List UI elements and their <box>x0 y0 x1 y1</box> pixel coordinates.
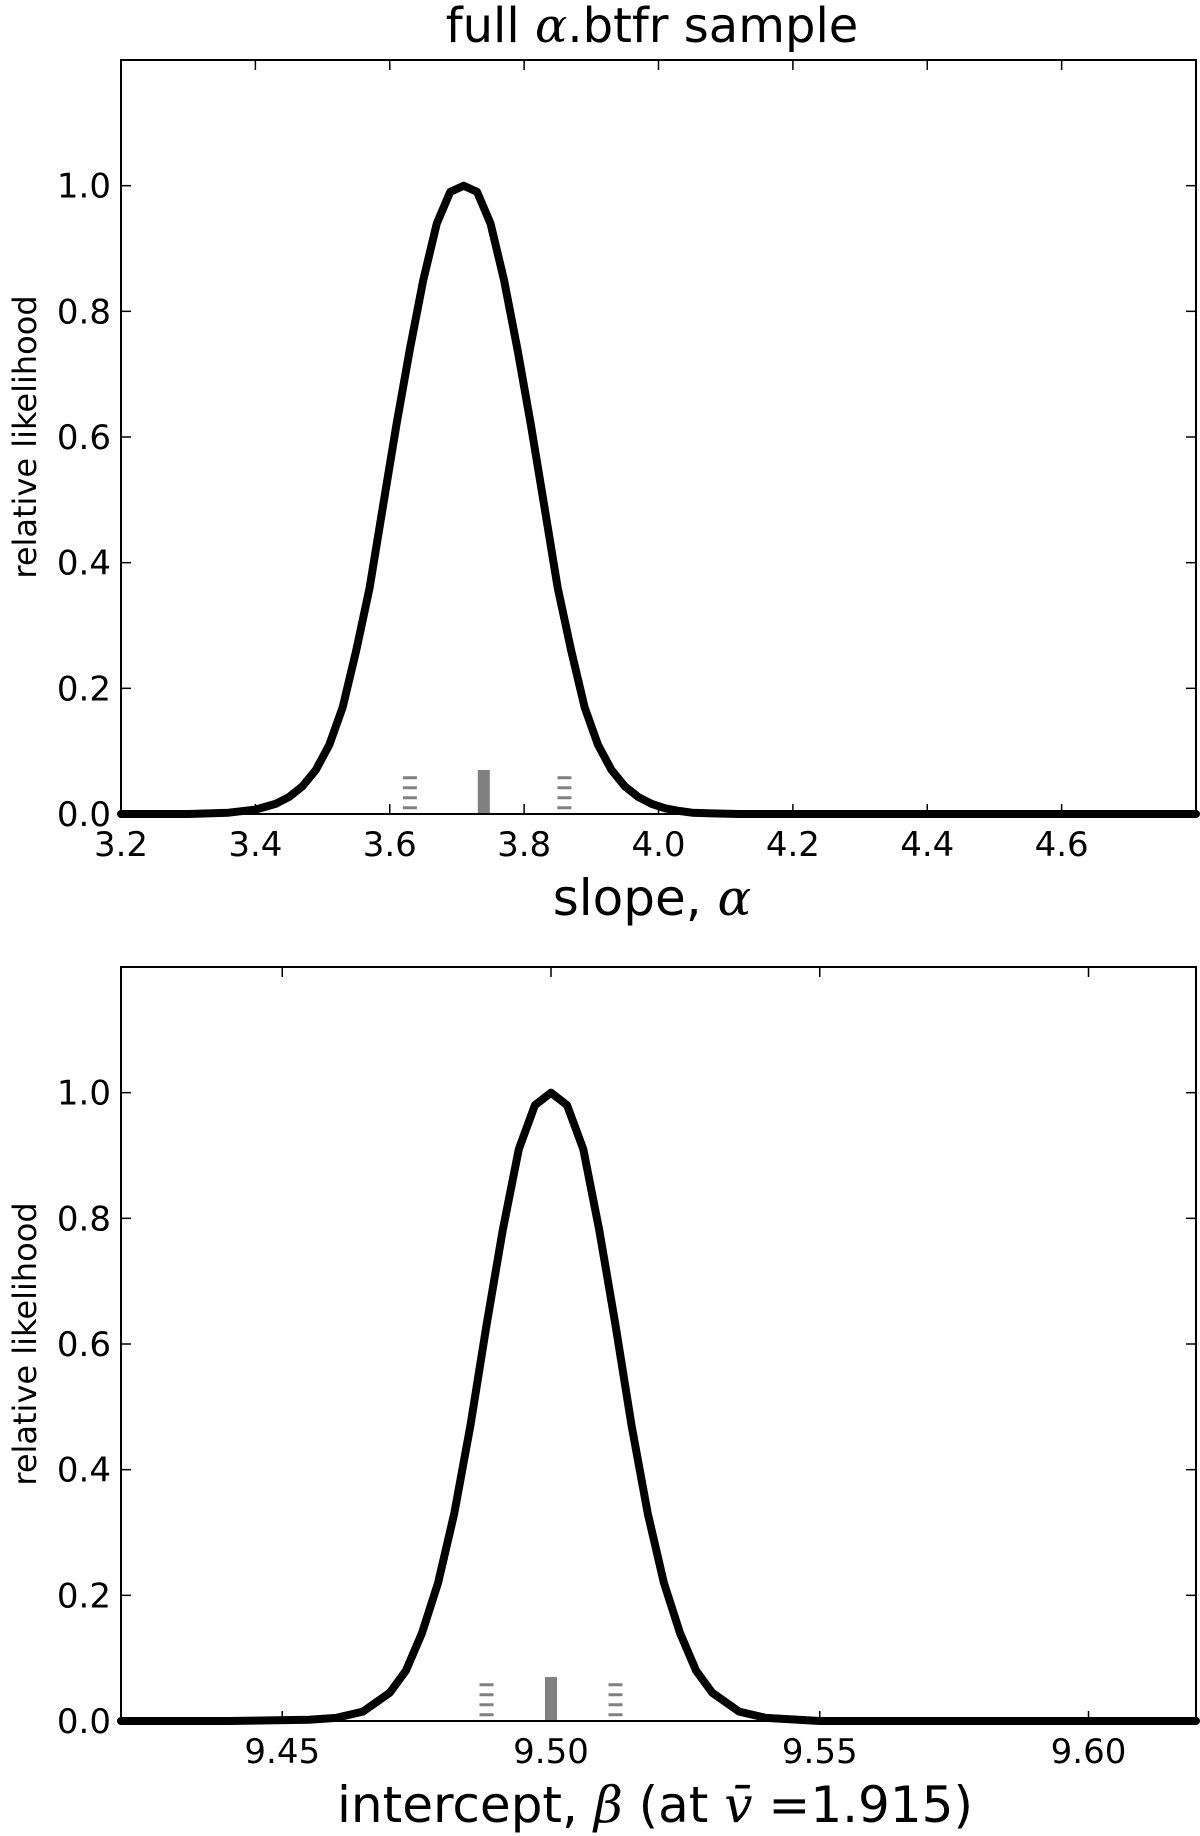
best-fit-marker <box>477 770 490 814</box>
x-tick-label: 3.2 <box>94 825 148 865</box>
x-tick-label: 3.6 <box>363 825 417 865</box>
y-tick-label: 0.6 <box>57 418 111 458</box>
x-tick-label: 9.55 <box>782 1732 858 1772</box>
likelihood-curve <box>117 181 1200 818</box>
slope-alpha-symbol: α <box>718 869 752 927</box>
likelihood-curve <box>117 1088 1200 1725</box>
x-tick-label: 4.2 <box>766 825 820 865</box>
y-tick-label: 0.4 <box>57 1451 111 1491</box>
slope-x-axis-label: slope, α <box>553 869 752 927</box>
y-tick-label: 0.4 <box>57 544 111 584</box>
y-tick-label: 0.8 <box>57 292 111 332</box>
x-tick-label: 3.8 <box>497 825 551 865</box>
x-tick-label: 4.0 <box>631 825 685 865</box>
title-pre: full <box>446 0 535 54</box>
best-fit-marker <box>545 1677 557 1721</box>
x-tick-label: 9.60 <box>1051 1732 1127 1772</box>
intercept-beta-symbol: β <box>592 1776 623 1834</box>
y-tick-label: 0.8 <box>57 1199 111 1239</box>
x-tick-label: 4.6 <box>1035 825 1089 865</box>
intercept-x-axis-label: intercept, β (at v̄ =1.915) <box>337 1776 973 1834</box>
figure-title: full α.btfr sample <box>446 0 859 54</box>
slope-likelihood-plot: 0.0 0.2 0.4 0.6 0.8 1.0 3.2 3.4 3.6 3.8 4.0 4.2 4.4 4… <box>57 59 1200 865</box>
y-tick-label: 0.2 <box>57 1576 111 1616</box>
y-tick-label: 1.0 <box>57 167 111 207</box>
plot-frame <box>120 59 1197 815</box>
v-bar-symbol: v̄ <box>724 1776 752 1834</box>
intercept-likelihood-plot: 0.0 0.2 0.4 0.6 0.8 1.0 9.45 9.50 9.55 9.60 <box>57 966 1200 1772</box>
title-post: .btfr sample <box>567 0 858 54</box>
plot-frame <box>120 966 1197 1722</box>
y-tick-label: 1.0 <box>57 1074 111 1114</box>
x-tick-label: 9.50 <box>513 1732 589 1772</box>
y-tick-label: 0.0 <box>57 795 111 835</box>
slope-y-axis-label: relative likelihood <box>6 295 44 578</box>
x-tick-label: 4.4 <box>900 825 954 865</box>
title-alpha-symbol: α <box>535 0 567 54</box>
y-tick-label: 0.2 <box>57 669 111 709</box>
intercept-y-axis-label: relative likelihood <box>6 1202 44 1485</box>
y-tick-label: 0.0 <box>57 1702 111 1742</box>
x-tick-label: 3.4 <box>228 825 282 865</box>
y-tick-label: 0.6 <box>57 1325 111 1365</box>
x-tick-label: 9.45 <box>244 1732 320 1772</box>
